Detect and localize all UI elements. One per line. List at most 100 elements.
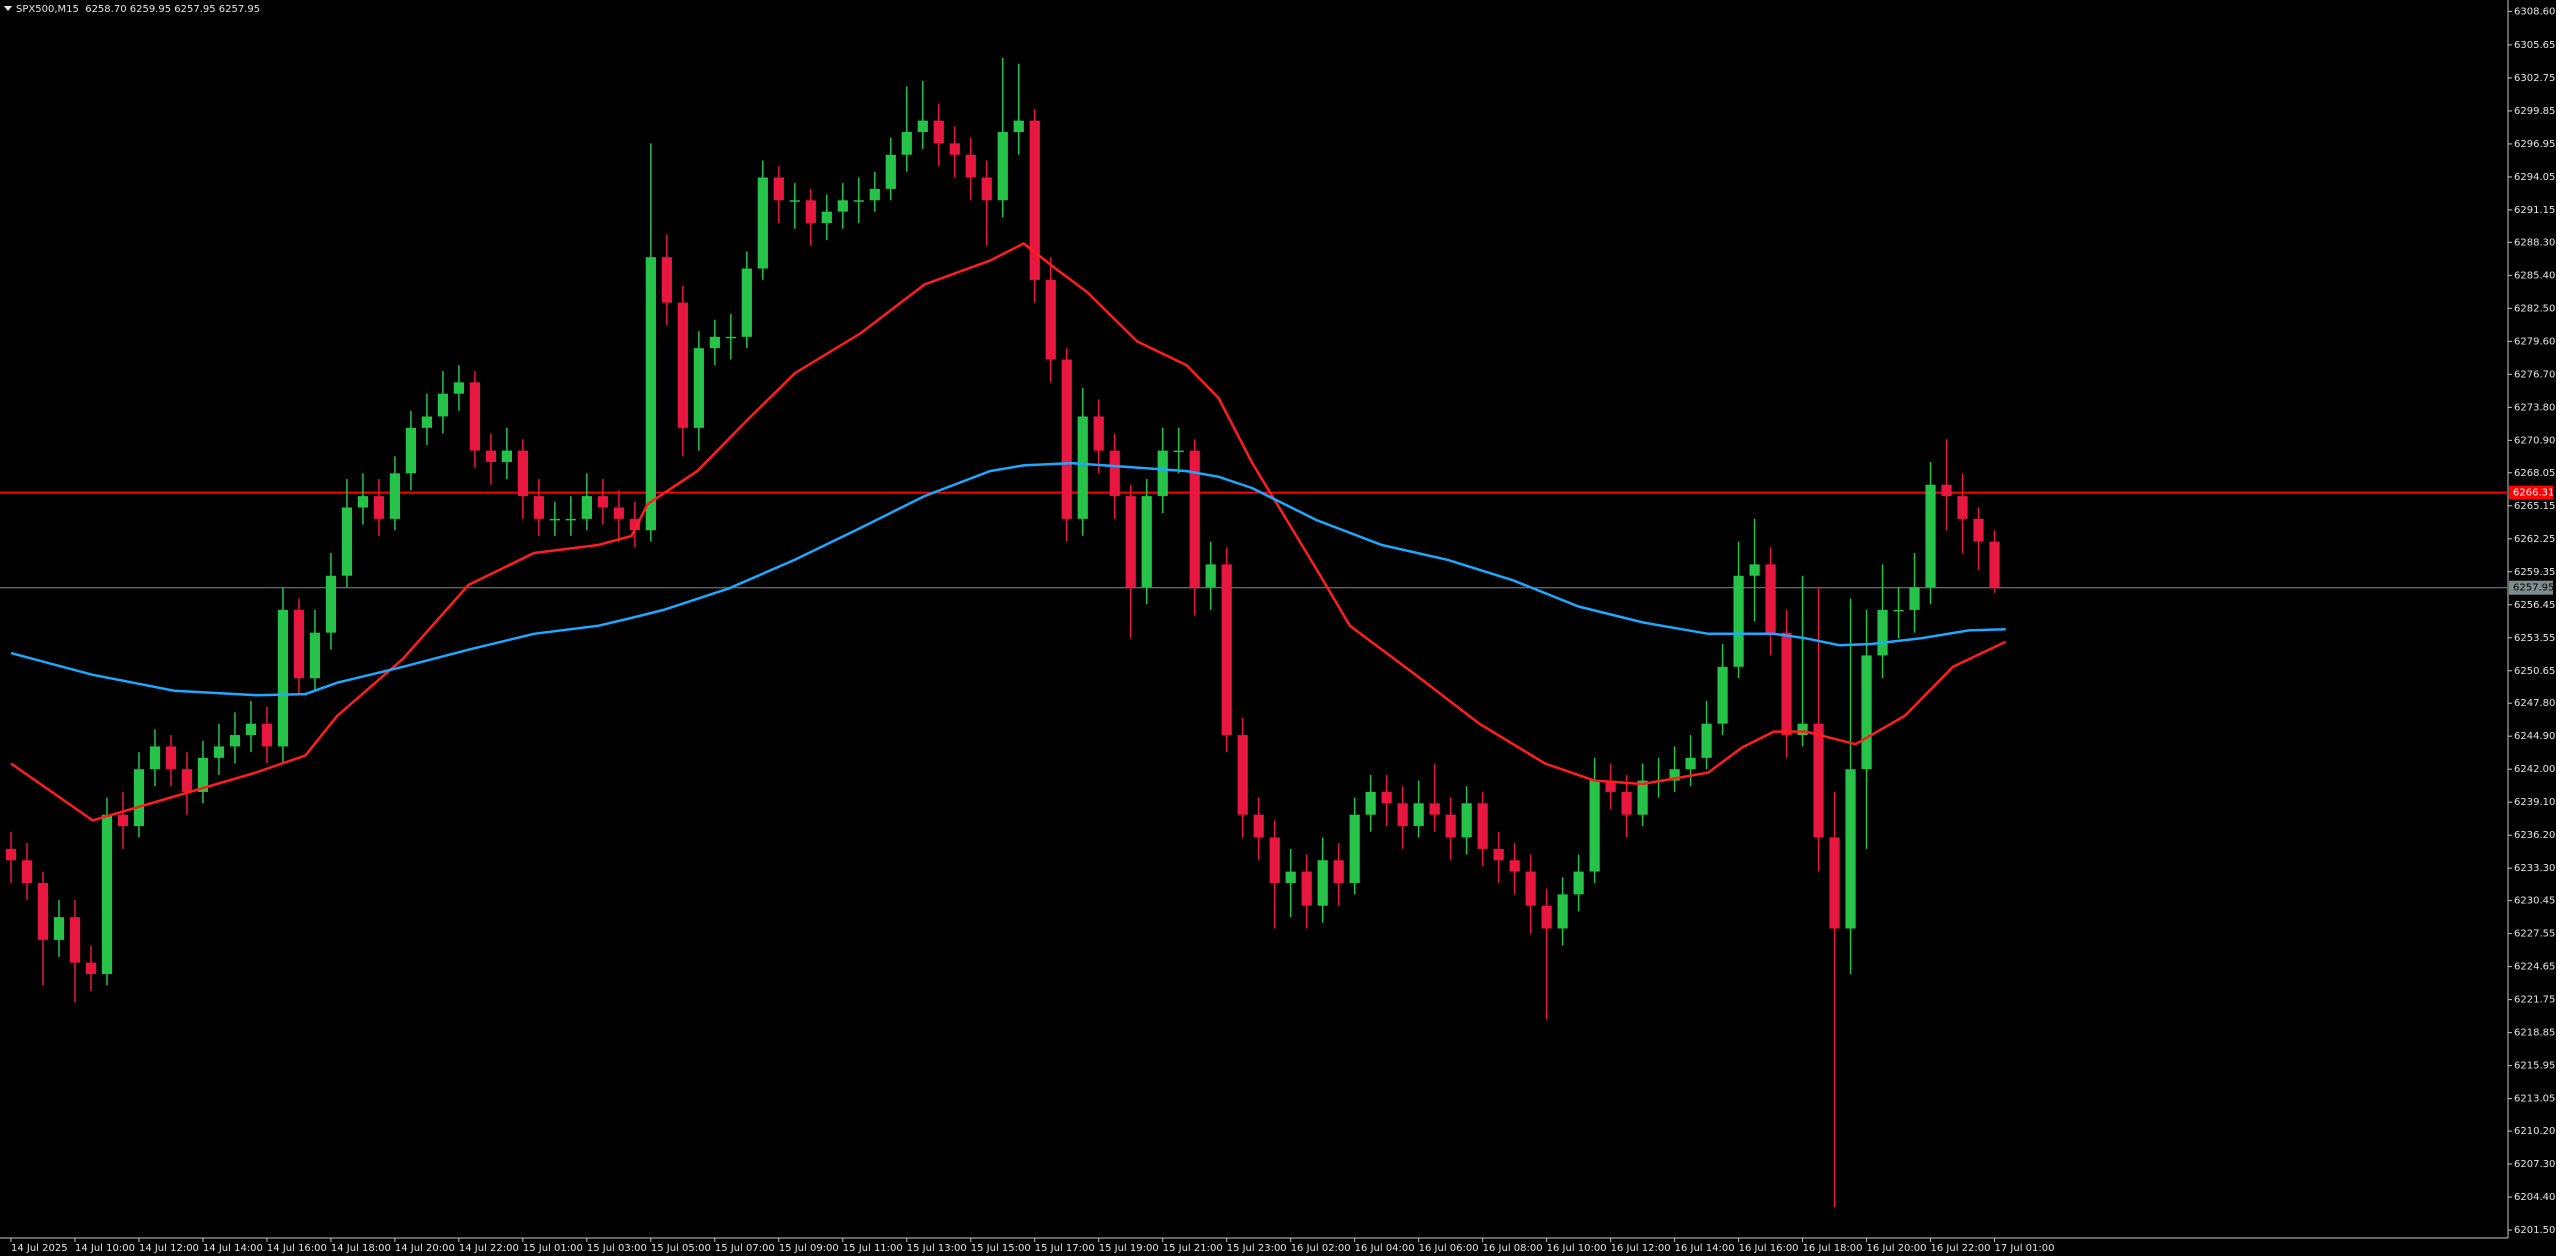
candle-body: [1125, 496, 1136, 588]
y-tick-label: 6296.95: [2514, 139, 2555, 150]
candle-body: [1237, 735, 1248, 815]
y-tick-label: 6233.30: [2514, 863, 2555, 874]
candle-body: [741, 268, 752, 337]
y-tick-label: 6253.55: [2514, 633, 2555, 644]
candle-body: [53, 917, 65, 940]
candle-body: [1781, 632, 1792, 736]
x-tick-label: 16 Jul 20:00: [1867, 1243, 1927, 1254]
candle-body: [1685, 757, 1696, 770]
y-tick-label: 6244.90: [2514, 731, 2555, 742]
candle-body: [901, 131, 912, 155]
y-tick-label: 6302.75: [2514, 73, 2555, 84]
x-tick-label: 17 Jul 01:00: [1995, 1243, 2055, 1254]
candle-body: [1877, 609, 1888, 656]
candle-body: [501, 450, 512, 462]
x-tick-label: 15 Jul 17:00: [1035, 1243, 1095, 1254]
candle-body: [709, 336, 720, 349]
candle-body: [533, 496, 544, 519]
y-tick-label: 6288.30: [2514, 237, 2555, 248]
candle-body: [1637, 780, 1648, 815]
candle-body: [309, 632, 321, 679]
y-tick-label: 6276.70: [2514, 369, 2555, 380]
candle-body: [949, 143, 960, 155]
candle-body: [629, 518, 640, 531]
price-label: 6257.95: [2513, 583, 2554, 594]
y-tick-label: 6230.45: [2514, 896, 2555, 907]
candle-body: [421, 416, 433, 428]
x-tick-label: 16 Jul 14:00: [1675, 1243, 1735, 1254]
y-tick-label: 6236.20: [2514, 830, 2555, 841]
y-tick-label: 6210.20: [2514, 1126, 2555, 1137]
x-tick-label: 15 Jul 19:00: [1099, 1243, 1159, 1254]
y-tick-label: 6262.25: [2514, 534, 2555, 545]
candle-body: [1701, 723, 1712, 758]
y-tick-label: 6224.65: [2514, 962, 2555, 973]
y-tick-label: 6282.50: [2514, 303, 2555, 314]
candle-body: [1013, 120, 1024, 132]
candle-body: [1061, 359, 1072, 519]
y-tick-label: 6268.05: [2514, 468, 2555, 479]
candle-body: [1157, 450, 1168, 497]
candle-body: [981, 177, 992, 201]
candle-body: [853, 200, 864, 202]
candle-body: [725, 336, 736, 339]
x-tick-label: 15 Jul 03:00: [587, 1243, 647, 1254]
y-tick-label: 6294.05: [2514, 172, 2555, 183]
x-tick-label: 16 Jul 18:00: [1803, 1243, 1863, 1254]
candle-body: [1381, 791, 1392, 804]
y-tick-label: 6299.85: [2514, 106, 2555, 117]
x-tick-label: 16 Jul 06:00: [1419, 1243, 1479, 1254]
candle-body: [1861, 655, 1872, 770]
x-tick-label: 14 Jul 22:00: [459, 1243, 519, 1254]
y-tick-label: 6305.65: [2514, 40, 2555, 51]
candle-body: [933, 120, 944, 144]
candle-body: [1365, 791, 1376, 815]
x-tick-label: 16 Jul 16:00: [1739, 1243, 1799, 1254]
candle-body: [1973, 518, 1984, 542]
x-tick-label: 14 Jul 12:00: [139, 1243, 199, 1254]
candle-body: [1269, 837, 1280, 883]
candle-body: [437, 393, 449, 417]
candle-body: [1829, 837, 1840, 929]
menu-arrow[interactable]: [4, 6, 12, 11]
candle-body: [197, 757, 209, 792]
candle-body: [261, 723, 273, 747]
candle-body: [965, 154, 976, 178]
candle-body: [117, 814, 129, 827]
candle-body: [613, 507, 624, 519]
y-tick-label: 6285.40: [2514, 270, 2555, 281]
x-tick-label: 14 Jul 16:00: [267, 1243, 327, 1254]
candle-body: [997, 131, 1008, 201]
candle-body: [1461, 803, 1472, 838]
candle-body: [1445, 814, 1456, 838]
candle-body: [1141, 496, 1152, 588]
candle-body: [85, 962, 97, 975]
candle-body: [69, 917, 81, 963]
candle-body: [101, 814, 113, 975]
x-tick-label: 16 Jul 10:00: [1547, 1243, 1607, 1254]
candle-body: [389, 473, 401, 519]
y-tick-label: 6242.00: [2514, 764, 2555, 775]
candle-body: [1477, 803, 1488, 849]
price-label-box: [2509, 485, 2553, 500]
candle-body: [1557, 894, 1568, 929]
candle-body: [357, 496, 369, 508]
y-tick-label: 6279.60: [2514, 336, 2555, 347]
x-tick-label: 15 Jul 13:00: [907, 1243, 967, 1254]
x-tick-label: 15 Jul 05:00: [651, 1243, 711, 1254]
candle-body: [1493, 848, 1504, 861]
candle-body: [517, 450, 528, 497]
candle-body: [773, 177, 784, 201]
y-tick-label: 6291.15: [2514, 205, 2555, 216]
candle-body: [1733, 575, 1744, 667]
candle-body: [1285, 871, 1296, 883]
x-tick-label: 14 Jul 20:00: [395, 1243, 455, 1254]
candle-body: [693, 348, 704, 428]
candle-body: [469, 382, 481, 451]
candle-body: [1029, 120, 1040, 280]
y-tick-label: 6265.15: [2514, 501, 2555, 512]
candle-body: [1509, 860, 1520, 872]
y-tick-label: 6270.90: [2514, 435, 2555, 446]
candle-body: [1317, 860, 1328, 906]
